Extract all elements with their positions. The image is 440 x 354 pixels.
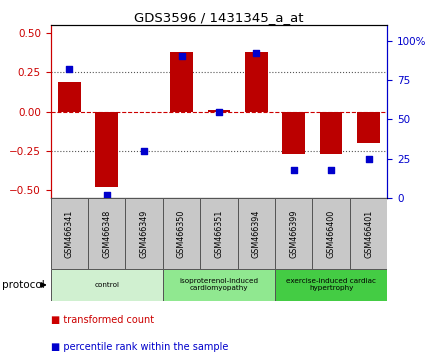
Text: GSM466350: GSM466350 <box>177 210 186 258</box>
Bar <box>275 269 387 301</box>
Point <box>66 66 73 72</box>
Point <box>327 167 335 173</box>
Point <box>178 53 185 59</box>
Text: control: control <box>94 282 119 288</box>
Bar <box>163 198 200 269</box>
Text: GSM466399: GSM466399 <box>289 209 298 258</box>
Bar <box>125 198 163 269</box>
Bar <box>51 198 88 269</box>
Text: ■ transformed count: ■ transformed count <box>51 315 154 325</box>
Bar <box>200 198 238 269</box>
Text: GSM466351: GSM466351 <box>214 210 224 258</box>
Text: GSM466401: GSM466401 <box>364 210 373 258</box>
Bar <box>275 198 312 269</box>
Text: exercise-induced cardiac
hypertrophy: exercise-induced cardiac hypertrophy <box>286 279 376 291</box>
Bar <box>312 198 350 269</box>
Title: GDS3596 / 1431345_a_at: GDS3596 / 1431345_a_at <box>134 11 304 24</box>
Point <box>141 148 148 154</box>
Text: isoproterenol-induced
cardiomyopathy: isoproterenol-induced cardiomyopathy <box>180 279 258 291</box>
Text: GSM466348: GSM466348 <box>102 210 111 258</box>
Bar <box>245 52 268 112</box>
Bar <box>350 198 387 269</box>
Text: ■ percentile rank within the sample: ■ percentile rank within the sample <box>51 342 228 352</box>
Bar <box>320 112 342 154</box>
Bar <box>170 52 193 112</box>
Point <box>103 192 110 198</box>
Bar <box>208 110 230 112</box>
Bar <box>51 269 163 301</box>
Text: GSM466400: GSM466400 <box>326 210 336 258</box>
Bar <box>58 81 81 112</box>
Text: GSM466341: GSM466341 <box>65 210 74 258</box>
Text: GSM466394: GSM466394 <box>252 210 261 258</box>
Bar <box>88 198 125 269</box>
Text: protocol: protocol <box>2 280 45 290</box>
Point <box>365 156 372 162</box>
Point <box>253 50 260 56</box>
Bar <box>282 112 305 154</box>
Bar <box>357 112 380 143</box>
Point <box>216 109 223 114</box>
Bar <box>95 112 118 187</box>
Bar <box>238 198 275 269</box>
Point <box>290 167 297 173</box>
Bar <box>163 269 275 301</box>
Text: GSM466349: GSM466349 <box>139 210 149 258</box>
